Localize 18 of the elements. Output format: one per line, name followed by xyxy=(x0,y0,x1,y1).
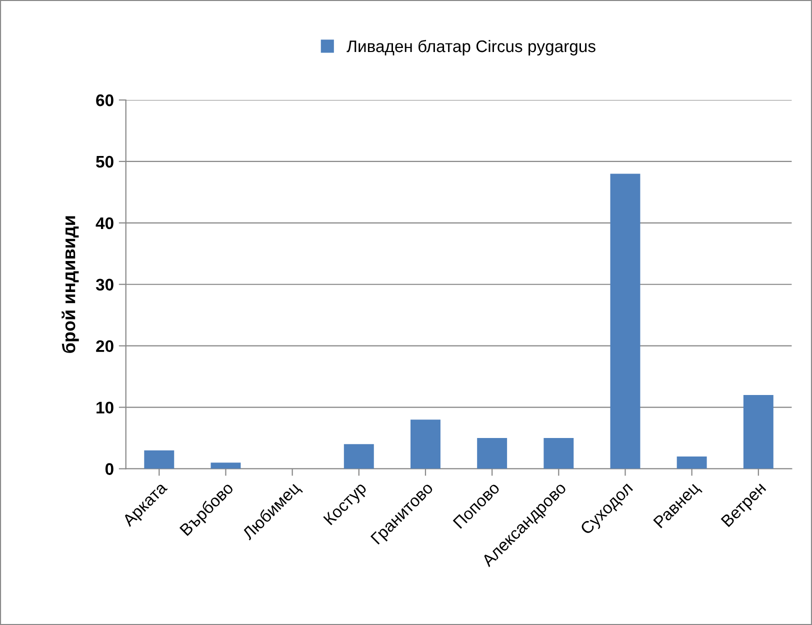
legend-label: Ливаден блатар Circus pygargus xyxy=(346,40,596,56)
bar xyxy=(144,450,174,469)
bar xyxy=(210,462,241,469)
bar xyxy=(743,395,774,469)
bar xyxy=(544,438,574,469)
bar xyxy=(344,444,374,469)
bar xyxy=(410,420,440,469)
y-tick-label: 40 xyxy=(96,217,114,230)
y-tick-label: 60 xyxy=(96,94,114,106)
y-tick-label: 0 xyxy=(105,463,114,475)
bar xyxy=(477,438,508,469)
y-tick-label: 20 xyxy=(96,340,114,352)
y-axis-title: брой индивиди xyxy=(62,216,79,353)
y-tick-label: 10 xyxy=(96,402,114,414)
y-tick-label: 30 xyxy=(96,278,114,291)
bar xyxy=(610,174,640,469)
bar xyxy=(676,456,707,469)
y-tick-label: 50 xyxy=(96,156,114,168)
